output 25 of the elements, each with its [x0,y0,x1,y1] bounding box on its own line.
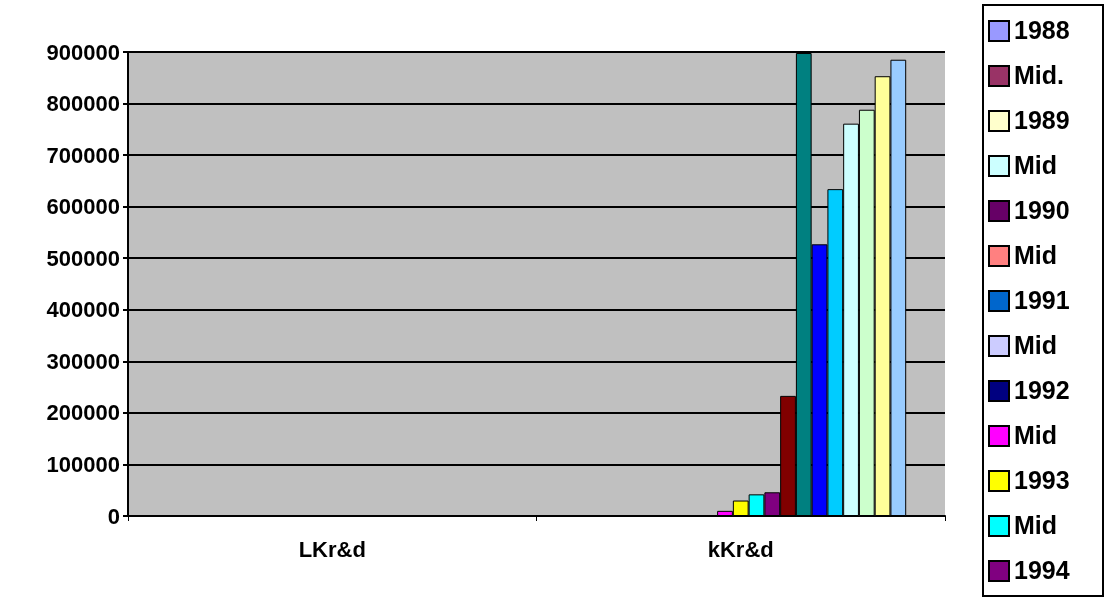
legend-label: 1988 [1014,16,1070,45]
y-tick-label: 200000 [46,400,120,426]
y-tick-label: 700000 [46,142,120,168]
y-tick-label: 500000 [46,245,120,271]
y-tick-label: 0 [107,503,120,529]
legend-label: 1992 [1014,376,1070,405]
legend-label: Mid [1014,151,1058,180]
legend-label: Mid [1014,511,1058,540]
legend-label: 1993 [1014,466,1070,495]
legend-label: Mid [1014,421,1058,450]
legend-label: 1991 [1014,286,1070,315]
legend-label: Mid [1014,331,1058,360]
legend-label: Mid. [1014,61,1064,90]
y-tick-label: 300000 [46,348,120,374]
legend-label: 1990 [1014,196,1070,225]
y-tick-label: 600000 [46,194,120,220]
y-tick-label: 400000 [46,297,120,323]
x-tick-label: LKr&d [298,536,366,562]
legend-label: Mid [1014,241,1058,270]
legend-label: 1994 [1014,556,1070,585]
x-tick-label: kKr&d [707,536,774,562]
y-tick-label: 100000 [46,451,120,477]
y-tick-label: 900000 [46,39,120,65]
y-tick-label: 800000 [46,91,120,117]
legend-label: 1989 [1014,106,1070,135]
